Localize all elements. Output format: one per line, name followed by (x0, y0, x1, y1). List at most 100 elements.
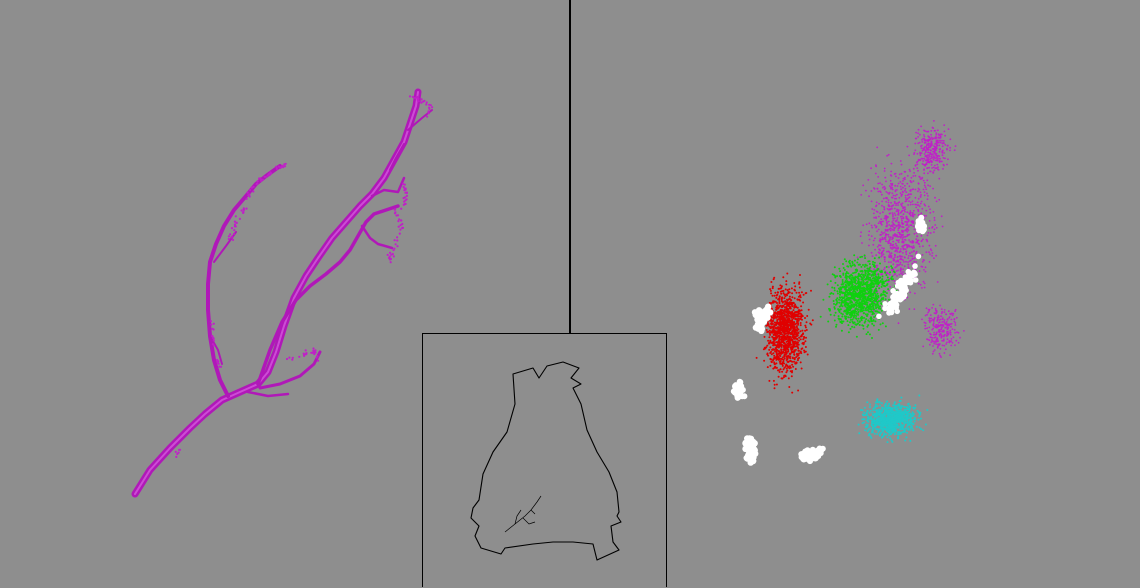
point (802, 301, 805, 304)
point (938, 144, 941, 147)
point (941, 139, 943, 142)
point (914, 418, 917, 421)
point (932, 166, 935, 169)
point (902, 430, 905, 433)
point (855, 335, 858, 338)
point (852, 272, 855, 275)
point (875, 205, 877, 208)
point (870, 290, 873, 293)
point (799, 274, 801, 276)
point (894, 189, 897, 192)
point (773, 387, 776, 390)
point (906, 235, 908, 238)
point (870, 251, 873, 254)
point (773, 313, 776, 316)
point (859, 296, 862, 299)
neuron-dot (426, 115, 429, 118)
point (869, 435, 872, 438)
point (897, 202, 899, 204)
point (848, 276, 851, 278)
point (855, 312, 858, 315)
point (917, 182, 920, 185)
point (915, 261, 917, 263)
point (901, 223, 904, 226)
point (947, 332, 950, 335)
point (945, 343, 948, 345)
point (886, 224, 888, 227)
point (799, 312, 802, 315)
point (866, 401, 869, 404)
point (900, 255, 903, 258)
point (917, 190, 919, 193)
point (784, 351, 787, 354)
point (872, 302, 875, 305)
point (904, 419, 907, 422)
point (853, 287, 856, 290)
point (839, 293, 841, 296)
point (872, 294, 874, 297)
point (791, 345, 793, 348)
point (875, 273, 878, 276)
point (899, 431, 902, 434)
point (794, 289, 796, 292)
point (893, 246, 895, 249)
point (778, 371, 781, 373)
point (780, 285, 783, 288)
point (791, 340, 794, 343)
point (889, 255, 892, 258)
point (933, 149, 936, 152)
point (853, 254, 856, 257)
point (780, 348, 783, 351)
point (859, 235, 862, 238)
point (873, 257, 876, 260)
point (773, 276, 776, 279)
point (880, 436, 883, 439)
point (894, 247, 897, 249)
point (855, 276, 858, 279)
point (838, 275, 841, 277)
point (868, 263, 871, 265)
point (884, 298, 887, 301)
point (799, 315, 802, 318)
point (888, 205, 890, 208)
viewport-divider[interactable] (569, 0, 571, 334)
point (784, 295, 787, 298)
point (804, 350, 807, 353)
point (868, 195, 870, 198)
point (934, 167, 937, 170)
point (766, 331, 769, 333)
point (930, 133, 932, 136)
point (885, 221, 888, 223)
point (842, 263, 844, 265)
point (939, 304, 941, 307)
point (853, 326, 856, 329)
point (796, 306, 799, 309)
point (842, 273, 845, 276)
point (893, 421, 896, 424)
neuron-3d-viewport[interactable] (0, 0, 570, 587)
point (888, 212, 891, 215)
point (892, 257, 895, 260)
point (888, 273, 891, 276)
point (921, 144, 923, 147)
point (850, 278, 853, 281)
point (893, 207, 896, 210)
point (913, 260, 916, 263)
point (885, 433, 888, 436)
point (870, 296, 873, 299)
point (799, 350, 802, 353)
point (866, 325, 869, 328)
point (877, 273, 880, 276)
point (875, 201, 878, 204)
neuron-dot (245, 207, 248, 210)
point (876, 292, 879, 295)
point (896, 234, 898, 237)
point (883, 268, 885, 271)
point-cloud-viewport[interactable] (571, 0, 1140, 587)
point (873, 316, 876, 318)
point (768, 341, 771, 344)
point (857, 423, 860, 426)
point (787, 320, 790, 323)
point (851, 320, 854, 323)
point (781, 305, 784, 308)
